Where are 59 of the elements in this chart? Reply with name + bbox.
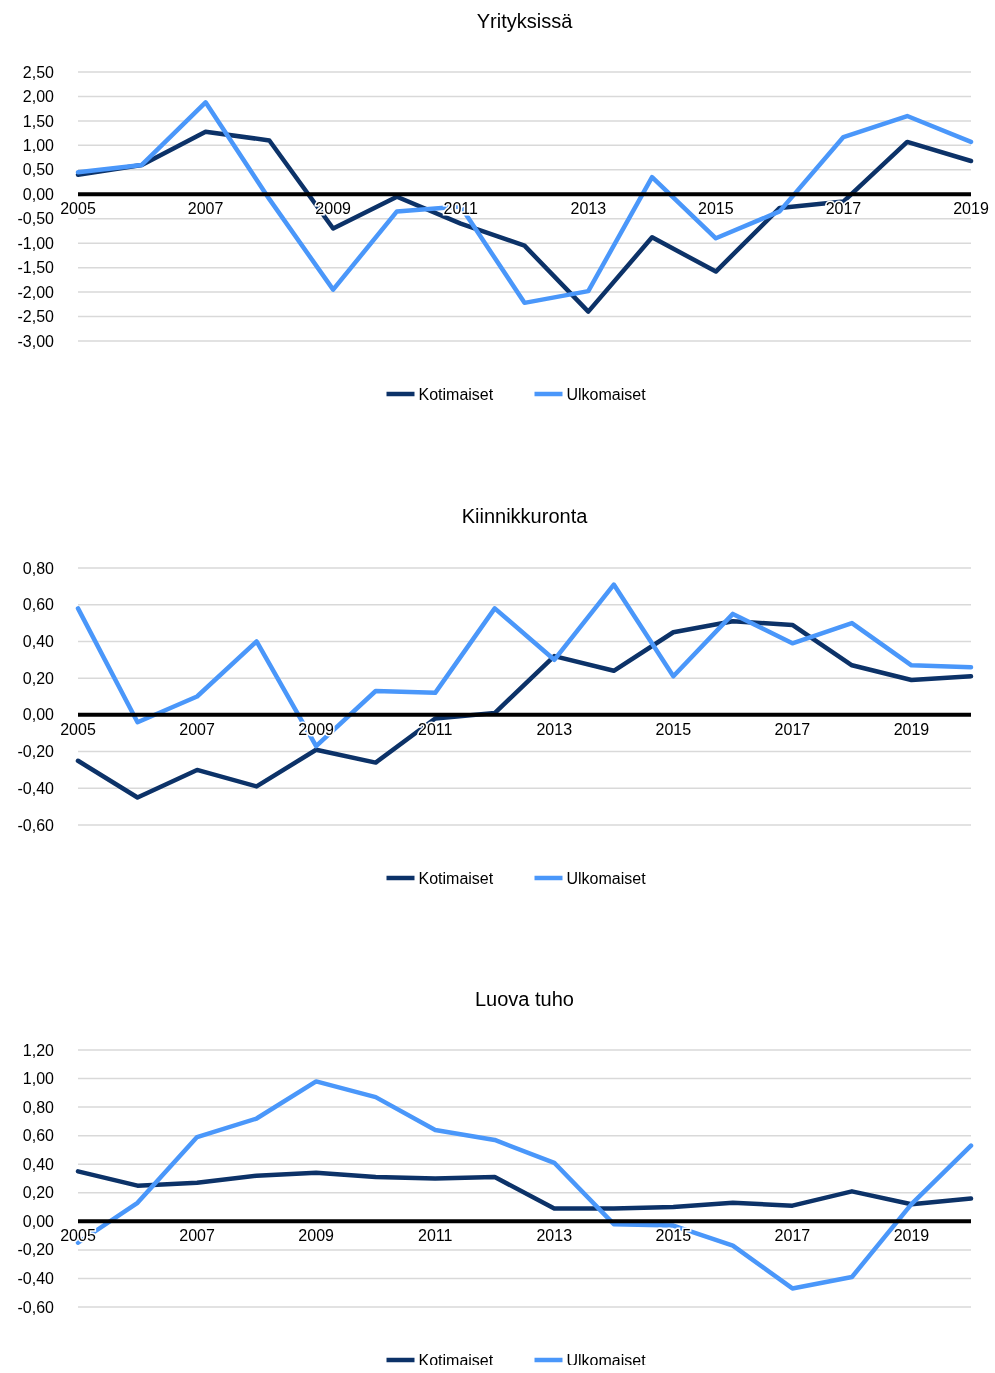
x-tick-label: 2013 — [570, 200, 607, 218]
y-tick-label: 2,00 — [22, 88, 55, 106]
y-tick-label: 0,00 — [22, 706, 55, 724]
legend-label: Ulkomaiset — [566, 869, 647, 887]
y-tick-label: -0,20 — [17, 1241, 55, 1259]
chart-title: Luova tuho — [475, 988, 574, 1010]
y-tick-label: 0,80 — [22, 1098, 55, 1116]
x-tick-label: 2007 — [179, 720, 215, 738]
x-tick-label: 2019 — [893, 1227, 930, 1245]
x-tick-label: 2015 — [655, 720, 692, 738]
y-tick-label: -3,00 — [17, 332, 55, 350]
y-tick-label: -0,40 — [17, 779, 55, 797]
x-tick-label: 2017 — [825, 200, 862, 218]
x-tick-label: 2019 — [893, 720, 930, 738]
y-tick-label: 0,40 — [22, 1155, 55, 1173]
y-tick-label: -1,00 — [17, 234, 55, 252]
x-tick-label: 2011 — [418, 1227, 453, 1245]
x-tick-label: 2007 — [179, 1227, 215, 1245]
x-tick-label: 2013 — [536, 720, 573, 738]
x-tick-label: 2017 — [774, 720, 811, 738]
y-tick-label: -2,50 — [17, 308, 55, 326]
x-tick-label: 2007 — [187, 200, 224, 218]
y-tick-label: 1,00 — [22, 136, 55, 154]
y-tick-label: -0,60 — [17, 1298, 55, 1316]
legend-label: Kotimaiset — [418, 1351, 494, 1369]
legend-label: Ulkomaiset — [566, 385, 647, 403]
y-tick-label: -1,50 — [17, 259, 55, 277]
y-tick-label: 0,60 — [22, 1127, 55, 1145]
y-tick-label: 0,00 — [22, 1212, 55, 1230]
legend-label: Ulkomaiset — [566, 1351, 647, 1369]
x-tick-label: 2005 — [60, 720, 96, 738]
chart-title: Yrityksissä — [476, 10, 574, 32]
x-tick-label: 2015 — [698, 200, 734, 218]
x-tick-label: 2009 — [298, 1227, 335, 1245]
y-tick-label: 0,50 — [22, 161, 55, 179]
y-tick-label: -2,00 — [17, 283, 55, 301]
y-tick-label: -0,40 — [17, 1270, 55, 1288]
x-tick-label: 2013 — [536, 1227, 573, 1245]
legend-label: Kotimaiset — [418, 385, 494, 403]
y-tick-label: 1,50 — [22, 112, 55, 130]
y-tick-label: 0,20 — [22, 1184, 55, 1202]
legend-label: Kotimaiset — [418, 869, 494, 887]
y-tick-label: 1,20 — [22, 1041, 55, 1059]
y-tick-label: 2,50 — [22, 63, 55, 81]
x-tick-label: 2017 — [774, 1227, 811, 1245]
x-tick-label: 2005 — [60, 200, 96, 218]
x-tick-label: 2019 — [953, 200, 989, 218]
y-tick-label: -0,20 — [17, 743, 55, 761]
y-tick-label: 1,00 — [22, 1070, 55, 1088]
y-tick-label: -0,50 — [17, 210, 55, 228]
y-tick-label: 0,00 — [22, 185, 55, 203]
y-tick-label: 0,60 — [22, 596, 55, 614]
y-tick-label: 0,80 — [22, 559, 55, 577]
y-tick-label: 0,40 — [22, 633, 55, 651]
y-tick-label: 0,20 — [22, 669, 55, 687]
line-series — [75, 1169, 974, 1211]
y-tick-label: -0,60 — [17, 816, 55, 834]
chart-title: Kiinnikkuronta — [461, 505, 589, 527]
x-tick-label: 2015 — [655, 1227, 692, 1245]
